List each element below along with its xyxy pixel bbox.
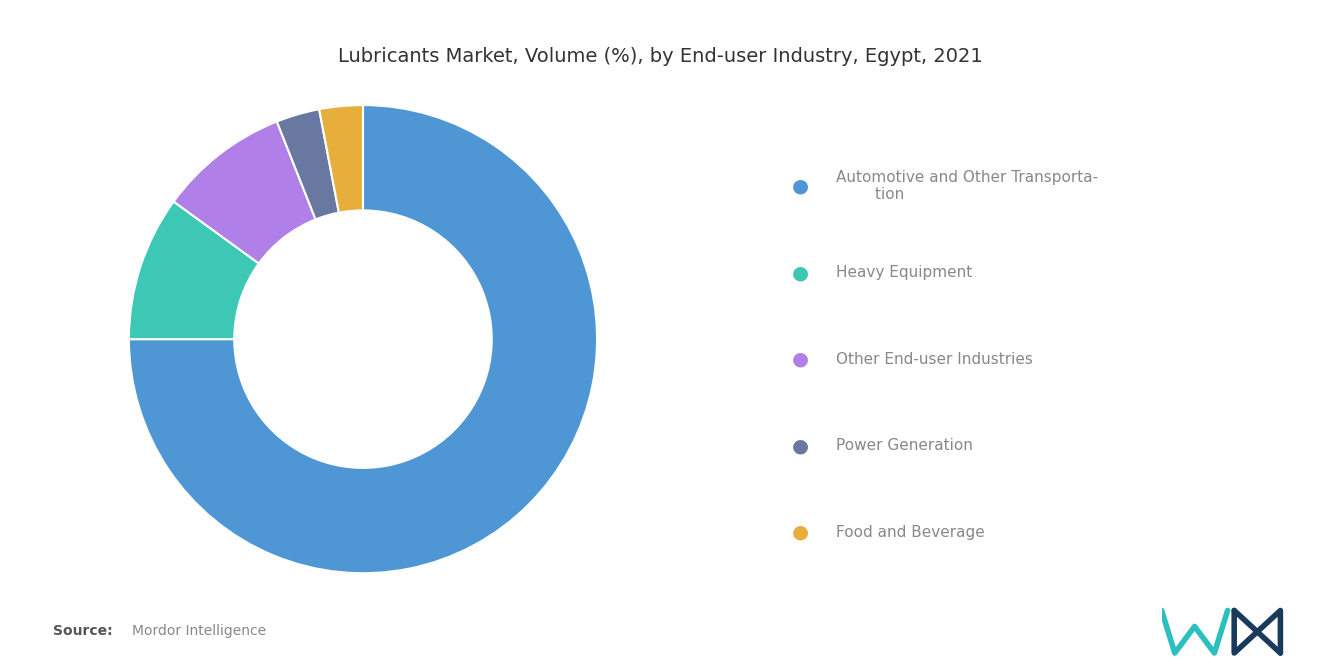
Text: ●: ●: [792, 436, 809, 455]
Wedge shape: [277, 109, 339, 219]
Wedge shape: [174, 122, 315, 263]
Text: Food and Beverage: Food and Beverage: [836, 525, 985, 539]
Text: ●: ●: [792, 263, 809, 282]
Text: Power Generation: Power Generation: [836, 438, 973, 453]
Text: Source:: Source:: [53, 624, 112, 638]
Text: Mordor Intelligence: Mordor Intelligence: [132, 624, 267, 638]
Wedge shape: [129, 201, 259, 339]
Text: ●: ●: [792, 177, 809, 196]
Text: Other End-user Industries: Other End-user Industries: [836, 352, 1032, 366]
Wedge shape: [319, 105, 363, 213]
Text: ●: ●: [792, 350, 809, 368]
Text: Heavy Equipment: Heavy Equipment: [836, 265, 972, 280]
Wedge shape: [129, 105, 597, 573]
Text: Automotive and Other Transporta-
        tion: Automotive and Other Transporta- tion: [836, 170, 1098, 202]
Text: ●: ●: [792, 523, 809, 541]
Text: Lubricants Market, Volume (%), by End-user Industry, Egypt, 2021: Lubricants Market, Volume (%), by End-us…: [338, 47, 982, 66]
